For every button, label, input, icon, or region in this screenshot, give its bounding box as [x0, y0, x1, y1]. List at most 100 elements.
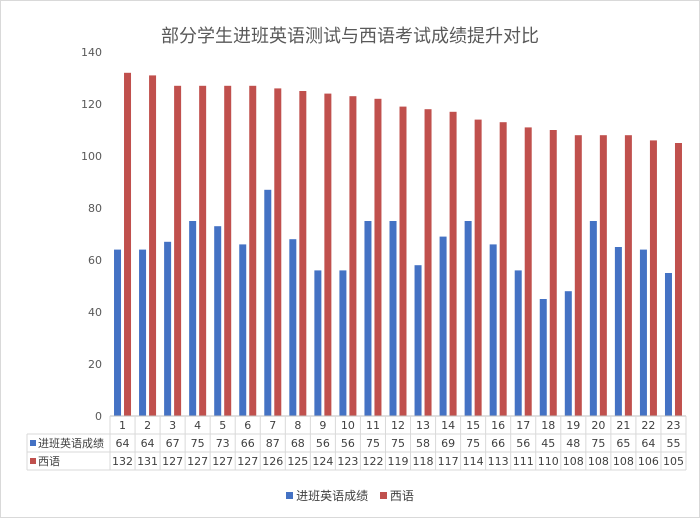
bar-english-19 — [564, 291, 572, 416]
table-swatch-spanish — [30, 458, 36, 464]
axes: 0 20 40 60 80 100 120 140 — [81, 46, 102, 423]
table-value-spanish: 105 — [663, 455, 684, 468]
bar-english-22 — [639, 249, 647, 416]
table-value-english: 64 — [141, 437, 155, 450]
table-value-english: 56 — [516, 437, 530, 450]
table-value-spanish: 131 — [137, 455, 158, 468]
legend-label-spanish: 西语 — [389, 489, 414, 503]
x-tick-label: 11 — [366, 419, 380, 432]
x-tick-label: 13 — [416, 419, 430, 432]
bar-spanish-13 — [424, 109, 432, 416]
bar-spanish-8 — [299, 91, 307, 416]
x-tick-label: 17 — [516, 419, 530, 432]
bar-spanish-11 — [374, 98, 382, 417]
bar-english-18 — [539, 299, 547, 416]
table-value-spanish: 122 — [362, 455, 383, 468]
table-value-english: 75 — [191, 437, 205, 450]
legend-swatch-spanish — [379, 492, 387, 499]
bar-spanish-6 — [249, 85, 257, 417]
legend-item-spanish: 西语 — [379, 487, 414, 504]
bar-spanish-23 — [674, 143, 682, 416]
x-tick-label: 4 — [194, 419, 201, 432]
table-value-spanish: 118 — [413, 455, 434, 468]
bar-english-14 — [439, 236, 447, 416]
y-tick-label: 0 — [95, 410, 102, 423]
table-value-english: 69 — [441, 437, 455, 450]
y-tick-label: 40 — [88, 306, 102, 319]
table-value-english: 64 — [116, 437, 130, 450]
x-tick-label: 8 — [294, 419, 301, 432]
x-tick-label: 18 — [541, 419, 555, 432]
bar-spanish-4 — [199, 85, 207, 417]
bar-english-1 — [114, 249, 122, 416]
table-value-spanish: 111 — [513, 455, 534, 468]
table-value-english: 87 — [266, 437, 280, 450]
bar-spanish-9 — [324, 93, 332, 416]
table-value-english: 75 — [591, 437, 605, 450]
x-tick-label: 10 — [341, 419, 355, 432]
y-tick-label: 100 — [81, 150, 102, 163]
x-tick-label: 20 — [591, 419, 605, 432]
table-value-spanish: 124 — [312, 455, 333, 468]
bar-spanish-18 — [549, 130, 557, 416]
table-value-spanish: 127 — [187, 455, 208, 468]
table-value-english: 66 — [491, 437, 505, 450]
table-value-spanish: 114 — [463, 455, 484, 468]
table-value-spanish: 108 — [563, 455, 584, 468]
table-swatch-english — [30, 440, 36, 446]
bar-english-21 — [614, 247, 622, 416]
bar-english-15 — [464, 221, 472, 416]
bars — [114, 72, 682, 417]
bar-spanish-16 — [499, 122, 507, 416]
table-value-spanish: 119 — [388, 455, 409, 468]
legend-item-english: 进班英语成绩 — [286, 487, 368, 504]
bar-english-13 — [414, 265, 422, 416]
bar-english-6 — [239, 244, 247, 416]
bar-english-11 — [364, 221, 372, 416]
table-value-english: 58 — [416, 437, 430, 450]
table-series-label-spanish: 西语 — [38, 455, 60, 468]
bar-spanish-21 — [624, 135, 632, 416]
x-tick-label: 6 — [244, 419, 251, 432]
bar-spanish-7 — [274, 88, 282, 417]
bar-spanish-12 — [399, 106, 407, 416]
legend-label-english: 进班英语成绩 — [296, 489, 369, 503]
x-tick-label: 19 — [566, 419, 580, 432]
table-value-spanish: 123 — [337, 455, 358, 468]
table-value-spanish: 106 — [638, 455, 659, 468]
bar-english-20 — [589, 221, 597, 416]
bar-spanish-1 — [124, 72, 132, 417]
bar-english-16 — [489, 244, 497, 416]
bar-english-3 — [164, 241, 172, 416]
bar-english-17 — [514, 270, 522, 416]
bar-english-2 — [139, 249, 147, 416]
bar-spanish-2 — [149, 75, 157, 417]
chart-title: 部分学生进班英语测试与西语考试成绩提升对比 — [161, 26, 539, 47]
bar-english-8 — [289, 239, 297, 416]
y-tick-label: 20 — [88, 358, 102, 371]
bar-spanish-19 — [574, 135, 582, 416]
table-value-spanish: 127 — [162, 455, 183, 468]
x-tick-label: 5 — [219, 419, 226, 432]
table-value-english: 75 — [366, 437, 380, 450]
table-value-english: 75 — [391, 437, 405, 450]
y-tick-label: 140 — [81, 46, 102, 59]
legend-swatch-english — [286, 492, 294, 499]
x-tick-label: 3 — [169, 419, 176, 432]
bar-english-5 — [214, 226, 222, 416]
x-tick-label: 23 — [666, 419, 680, 432]
table-value-english: 73 — [216, 437, 230, 450]
table-value-english: 56 — [316, 437, 330, 450]
table-value-spanish: 108 — [613, 455, 634, 468]
table-value-spanish: 117 — [438, 455, 459, 468]
table-value-english: 75 — [466, 437, 480, 450]
bar-english-12 — [389, 221, 397, 416]
x-tick-label: 9 — [319, 419, 326, 432]
bar-english-4 — [189, 221, 197, 416]
table-value-english: 65 — [616, 437, 630, 450]
table-value-spanish: 125 — [287, 455, 308, 468]
x-tick-label: 22 — [641, 419, 655, 432]
bar-spanish-17 — [524, 127, 532, 417]
bar-english-7 — [264, 189, 272, 416]
